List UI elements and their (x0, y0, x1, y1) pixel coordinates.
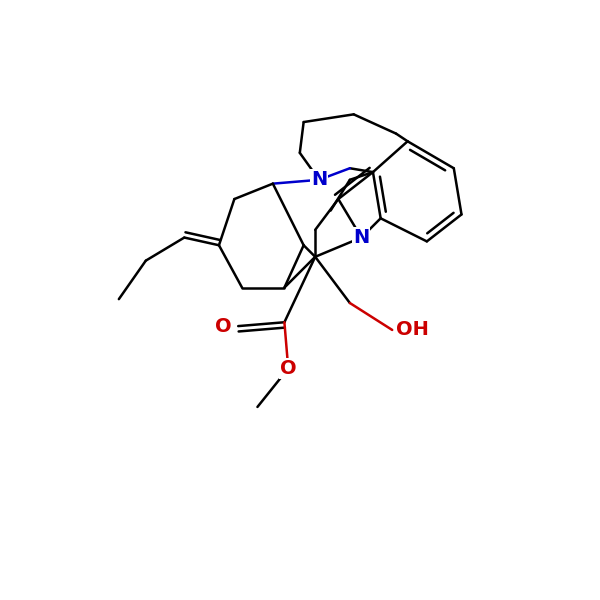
Text: OH: OH (396, 320, 429, 340)
Text: O: O (280, 359, 296, 378)
Text: O: O (215, 317, 232, 335)
Text: N: N (311, 170, 327, 190)
Text: N: N (353, 228, 370, 247)
